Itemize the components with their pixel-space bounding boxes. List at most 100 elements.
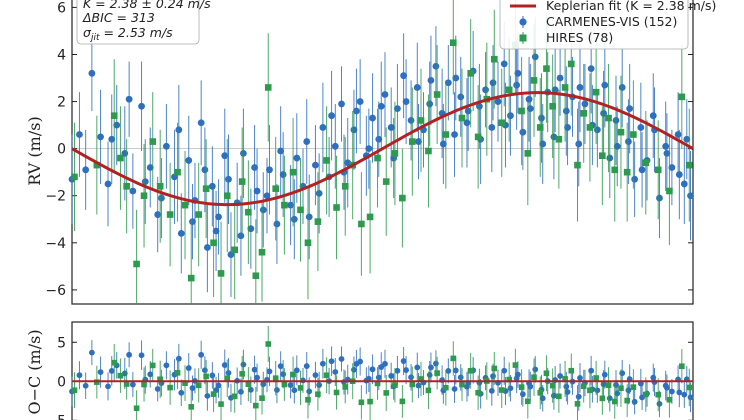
hires-point (166, 211, 174, 218)
carmenes-point (328, 112, 335, 120)
hires-residual-point (383, 390, 390, 396)
hires-point (409, 138, 416, 145)
carmenes-point (593, 126, 601, 134)
rv-y-tick-label: 2 (57, 95, 66, 111)
carmenes-point (649, 112, 657, 120)
carmenes-residual-point (147, 371, 154, 378)
carmenes-point (225, 175, 232, 183)
carmenes-point (587, 65, 595, 73)
carmenes-residual-point (82, 382, 89, 389)
hires-point (382, 178, 390, 185)
hires-residual-point (418, 376, 424, 382)
hires-residual-point (297, 385, 304, 391)
carmenes-point (631, 175, 639, 183)
carmenes-point (263, 192, 271, 200)
carmenes-point (369, 114, 376, 122)
hires-point (391, 150, 399, 157)
hires-point (458, 114, 466, 122)
carmenes-point (259, 206, 267, 214)
legend-hires-marker (519, 34, 527, 42)
keplerian-fit-curve (71, 91, 694, 207)
carmenes-residual-point (138, 352, 145, 359)
carmenes-residual-point (557, 373, 564, 379)
carmenes-point (377, 102, 385, 110)
carmenes-residual-point (209, 372, 216, 379)
hires-residual-point (399, 398, 406, 405)
rv-y-axis-label: RV (m/s) (25, 116, 44, 185)
hires-residual-point (392, 382, 398, 388)
stats-jitter-text: σjit = 2.53 m/s (83, 25, 173, 43)
hires-point (323, 157, 330, 164)
stats-box: K = 2.38 ± 0.24 m/s ΔBIC = 313 σjit = 2.… (76, 0, 211, 45)
carmenes-point (221, 152, 229, 160)
carmenes-point (305, 213, 313, 221)
hires-residual-point (443, 384, 449, 391)
hires-point (433, 91, 441, 98)
rv-y-tick-label: −2 (45, 189, 66, 205)
carmenes-residual-point (619, 370, 626, 377)
hires-residual-point (253, 402, 259, 409)
hires-point (530, 77, 538, 84)
hires-point (442, 131, 450, 138)
carmenes-residual-point (215, 382, 222, 389)
carmenes-point (189, 218, 196, 226)
legend-carmenes-label: CARMENES-VIS (152) (546, 14, 677, 29)
hires-residual-point (141, 381, 147, 388)
carmenes-residual-point (433, 360, 439, 367)
carmenes-residual-point (514, 371, 521, 378)
carmenes-point (365, 145, 373, 153)
hires-residual-point (491, 365, 498, 372)
hires-point (133, 260, 140, 268)
carmenes-point (482, 86, 489, 94)
hires-residual-point (599, 395, 606, 402)
hires-residual-point (272, 375, 279, 381)
hires-residual-point (543, 370, 550, 377)
legend-frame (499, 0, 689, 50)
carmenes-point (426, 100, 434, 108)
residuals-y-tick-label: 5 (57, 335, 66, 351)
carmenes-point (407, 117, 415, 124)
hires-residual-point (666, 396, 673, 403)
carmenes-point (464, 107, 472, 115)
hires-residual-point (605, 382, 612, 388)
rv-y-tick-label: −6 (45, 283, 66, 299)
carmenes-residual-point (594, 387, 601, 394)
hires-residual-point (195, 382, 202, 389)
carmenes-point (526, 105, 534, 113)
carmenes-point (203, 244, 211, 251)
hires-residual-point (580, 383, 587, 389)
carmenes-point (113, 121, 121, 129)
hires-point (666, 187, 673, 195)
carmenes-point (266, 166, 273, 174)
carmenes-point (312, 161, 319, 169)
hires-point (425, 147, 432, 155)
hires-point (685, 161, 693, 169)
hires-residual-point (425, 387, 432, 394)
carmenes-point (439, 140, 447, 148)
carmenes-residual-point (457, 374, 464, 381)
carmenes-point (253, 187, 261, 195)
carmenes-residual-point (303, 363, 310, 369)
hires-point (574, 161, 581, 169)
hires-residual-point (290, 371, 296, 378)
hires-residual-point (182, 380, 188, 386)
carmenes-residual-point (328, 358, 335, 365)
hires-residual-point (367, 398, 373, 405)
hires-residual-point (358, 399, 365, 406)
carmenes-residual-point (201, 367, 208, 374)
carmenes-point (381, 91, 389, 98)
carmenes-residual-point (527, 383, 534, 390)
carmenes-point (175, 126, 183, 134)
carmenes-point (675, 171, 683, 178)
hires-point (272, 185, 279, 192)
residuals-plot-frame (71, 321, 694, 420)
carmenes-point (353, 107, 360, 115)
hires-residual-point (323, 372, 330, 379)
hires-point (630, 131, 637, 138)
carmenes-residual-point (415, 382, 422, 389)
hires-point (123, 183, 130, 190)
hires-residual-point (459, 381, 465, 388)
stats-box-frame (76, 0, 200, 45)
stats-jitter-symbol: σ (83, 25, 92, 40)
hires-residual-point (643, 391, 649, 398)
